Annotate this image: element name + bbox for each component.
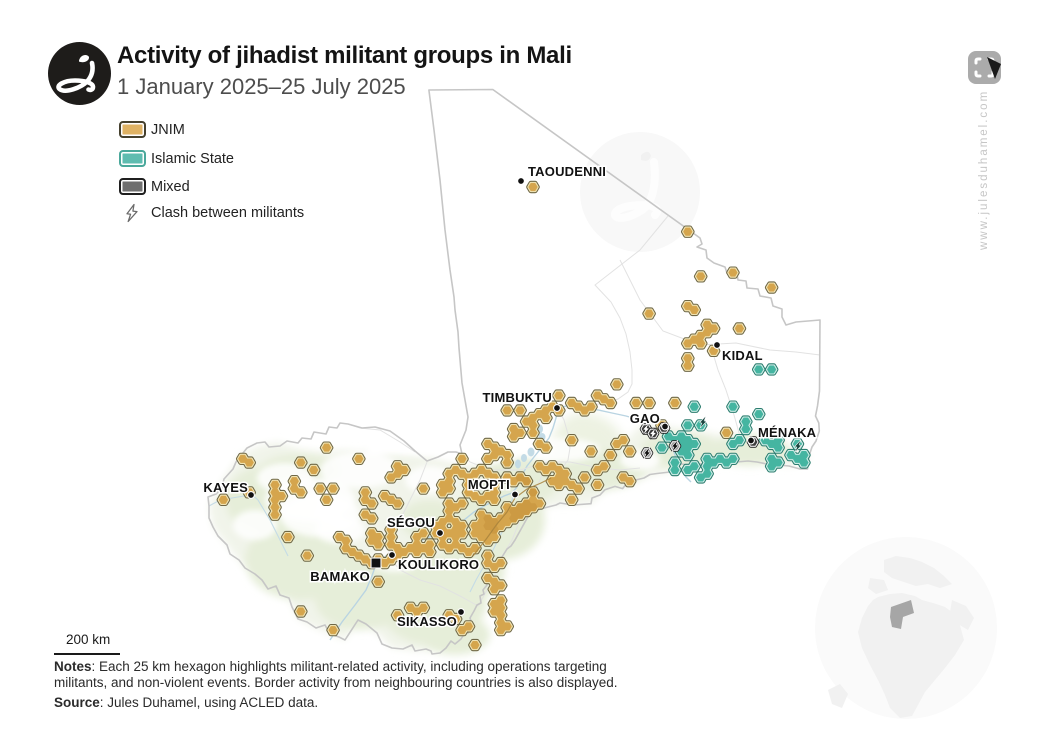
svg-text:TIMBUKTU: TIMBUKTU [483, 390, 552, 405]
svg-text:KAYES: KAYES [203, 480, 248, 495]
svg-text:BAMAKO: BAMAKO [310, 569, 370, 584]
svg-text:TAOUDENNI: TAOUDENNI [528, 164, 606, 179]
svg-text:GAO: GAO [630, 411, 660, 426]
svg-text:SÉGOU: SÉGOU [387, 515, 435, 530]
svg-text:MÉNAKA: MÉNAKA [758, 425, 817, 440]
svg-text:KIDAL: KIDAL [722, 348, 763, 363]
svg-text:KOULIKORO: KOULIKORO [398, 557, 479, 572]
svg-text:MOPTI: MOPTI [468, 477, 510, 492]
svg-text:SIKASSO: SIKASSO [397, 614, 457, 629]
